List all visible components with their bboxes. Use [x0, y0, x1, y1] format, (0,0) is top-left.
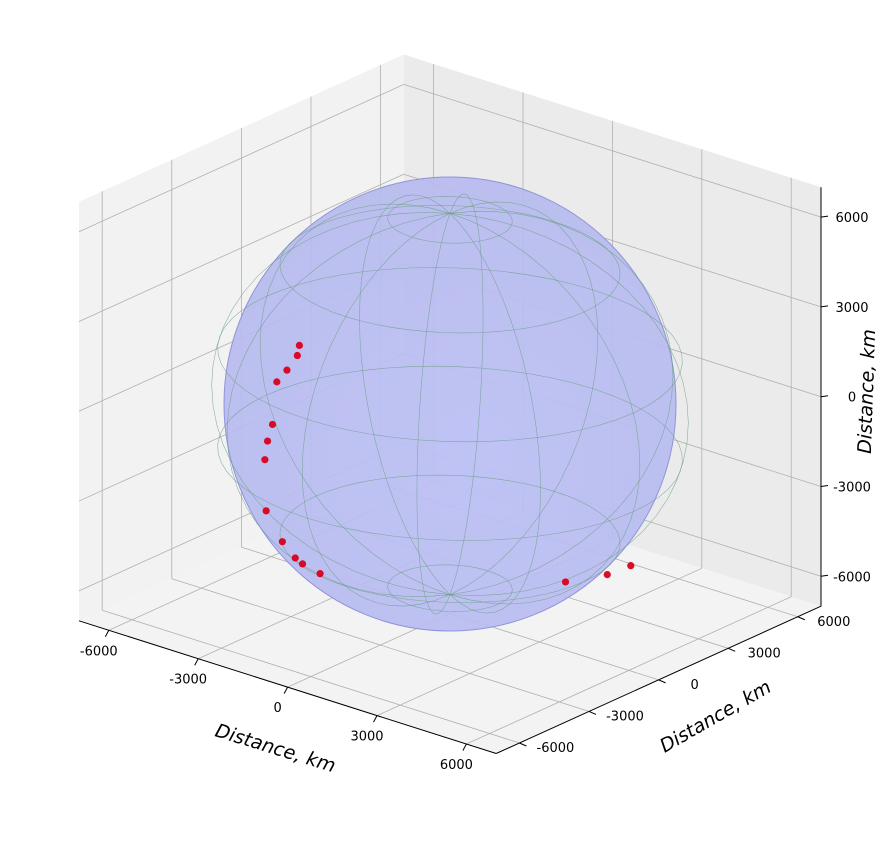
x-tick-mark	[104, 630, 110, 638]
data-point	[283, 366, 291, 374]
data-point	[603, 570, 611, 579]
z-tick-label: -3000	[833, 481, 871, 496]
sphere-body	[223, 176, 677, 632]
grid-line-x	[376, 567, 702, 716]
y-axis-label: Distance, km	[656, 676, 775, 757]
sphere-surface	[211, 176, 689, 632]
z-tick-mark	[820, 395, 829, 398]
sphere-longitude-line	[301, 201, 599, 607]
sphere-longitude-line	[226, 211, 674, 597]
y-tick-label: -6000	[537, 741, 575, 756]
y-tick-mark	[797, 616, 805, 621]
data-point	[261, 456, 269, 464]
data-point	[316, 570, 324, 578]
y-tick-label: 3000	[748, 646, 781, 661]
grid-line-z	[78, 173, 404, 322]
y-tick-mark	[658, 679, 666, 684]
z-axis-label: Distance, km	[854, 329, 880, 454]
z-tick-mark	[820, 305, 829, 308]
z-tick-mark	[820, 574, 829, 577]
z-tick-label: 6000	[835, 211, 868, 226]
y-tick-label: 6000	[817, 615, 850, 630]
data-point	[268, 420, 277, 429]
x-tick-mark	[373, 715, 378, 723]
grid-line-z	[78, 84, 404, 233]
data-point	[273, 378, 281, 386]
x-tick-label: -3000	[169, 673, 207, 688]
grid-line-z	[403, 84, 822, 218]
data-point	[293, 351, 301, 360]
data-point	[263, 437, 272, 445]
y-tick-mark	[588, 710, 597, 715]
z-tick-label: 0	[848, 391, 856, 406]
x-axis-label: Distance, km	[213, 720, 339, 777]
data-point	[627, 562, 635, 570]
z-tick-mark	[820, 485, 829, 488]
sphere-longitude-line	[211, 212, 689, 596]
axis-ticks: -6000 -3000 0 3000 6000 -6000 -3000 0 3000 6000 60…	[78, 187, 871, 773]
x-tick-label: -6000	[80, 644, 118, 659]
x-tick-label: 6000	[440, 758, 473, 773]
data-point	[295, 341, 303, 350]
y-tick-mark	[519, 742, 527, 747]
y-tick-label: 0	[690, 678, 698, 693]
x-tick-mark	[462, 743, 467, 751]
sphere-longitude-line	[416, 193, 484, 615]
data-point	[298, 560, 307, 568]
x-tick-label: 0	[273, 701, 281, 716]
data-point	[262, 507, 270, 515]
y-tick-label: -3000	[606, 709, 644, 724]
z-tick-label: 3000	[835, 301, 868, 316]
grid-line-x	[466, 596, 792, 745]
z-tick-mark	[820, 215, 829, 218]
x-tick-label: 3000	[350, 730, 383, 745]
data-point	[278, 538, 286, 546]
data-points	[261, 341, 635, 586]
data-point	[291, 554, 299, 562]
data-point	[561, 578, 570, 586]
sphere-longitude-line	[259, 203, 641, 605]
z-tick-label: -6000	[833, 570, 871, 585]
sphere-longitude-line	[359, 194, 541, 614]
x-tick-mark	[194, 658, 199, 666]
x-tick-mark	[283, 686, 289, 694]
y-tick-mark	[728, 647, 736, 652]
